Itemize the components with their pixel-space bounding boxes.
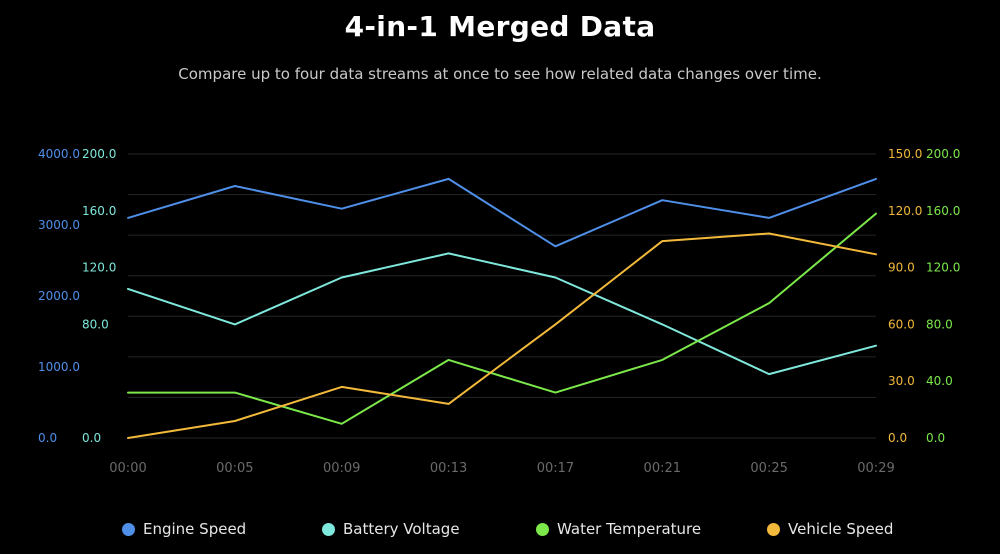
- series-line-battery-voltage: [127, 252, 877, 376]
- x-axis-tick-label: 00:29: [857, 461, 894, 476]
- battery-axis-tick-label: 160.0: [82, 204, 116, 218]
- water-axis-tick-label: 200.0: [926, 147, 960, 161]
- vehicle-axis-tick-label: 120.0: [888, 204, 922, 218]
- legend-label-battery-voltage: Battery Voltage: [343, 520, 460, 538]
- legend-item-battery-voltage[interactable]: Battery Voltage: [322, 520, 460, 538]
- x-axis-tick-label: 00:25: [750, 461, 787, 476]
- series-line-vehicle-speed: [127, 232, 877, 439]
- x-axis-tick-label: 00:13: [430, 461, 467, 476]
- x-axis-tick-label: 00:05: [216, 461, 253, 476]
- legend-label-engine-speed: Engine Speed: [143, 520, 247, 538]
- legend-item-water-temperature[interactable]: Water Temperature: [536, 520, 701, 538]
- engine-axis-tick-label: 2000.0: [38, 289, 80, 303]
- x-axis-tick-label: 00:21: [644, 461, 681, 476]
- series-line-water-temperature: [127, 212, 877, 425]
- chart-legend: Engine Speed Battery Voltage Water Tempe…: [0, 520, 1000, 544]
- battery-axis-tick-label: 200.0: [82, 147, 116, 161]
- vehicle-axis-tick-label: 30.0: [888, 374, 915, 388]
- water-axis-tick-label: 40.0: [926, 374, 953, 388]
- chart-title: 4-in-1 Merged Data: [344, 10, 656, 43]
- legend-swatch-battery-voltage: [322, 522, 335, 536]
- battery-axis-tick-label: 80.0: [82, 317, 109, 331]
- engine-axis-tick-label: 1000.0: [38, 360, 80, 374]
- legend-swatch-vehicle-speed: [767, 522, 780, 536]
- water-axis-tick-label: 120.0: [926, 261, 960, 275]
- legend-label-vehicle-speed: Vehicle Speed: [788, 520, 894, 538]
- water-axis-tick-label: 0.0: [926, 431, 945, 445]
- legend-item-engine-speed[interactable]: Engine Speed: [122, 520, 246, 538]
- x-axis-tick-label: 00:09: [323, 461, 360, 476]
- engine-axis-tick-label: 4000.0: [38, 147, 80, 161]
- x-axis-tick-label: 00:17: [537, 461, 574, 476]
- water-axis-tick-label: 160.0: [926, 204, 960, 218]
- legend-item-vehicle-speed[interactable]: Vehicle Speed: [767, 520, 893, 538]
- legend-label-water-temperature: Water Temperature: [557, 520, 702, 538]
- vehicle-axis-tick-label: 60.0: [888, 317, 915, 331]
- battery-axis-tick-label: 120.0: [82, 261, 116, 275]
- chart-subtitle: Compare up to four data streams at once …: [178, 65, 822, 83]
- vehicle-axis-tick-label: 0.0: [888, 431, 907, 445]
- vehicle-axis-tick-label: 90.0: [888, 261, 915, 275]
- battery-axis-tick-label: 0.0: [82, 431, 101, 445]
- legend-swatch-engine-speed: [122, 522, 135, 536]
- x-axis-tick-label: 00:00: [109, 461, 146, 476]
- water-axis-tick-label: 80.0: [926, 317, 953, 331]
- legend-swatch-water-temperature: [536, 522, 549, 536]
- engine-axis-tick-label: 0.0: [38, 431, 57, 445]
- engine-axis-tick-label: 3000.0: [38, 218, 80, 232]
- series-line-engine-speed: [127, 177, 877, 248]
- vehicle-axis-tick-label: 150.0: [888, 147, 922, 161]
